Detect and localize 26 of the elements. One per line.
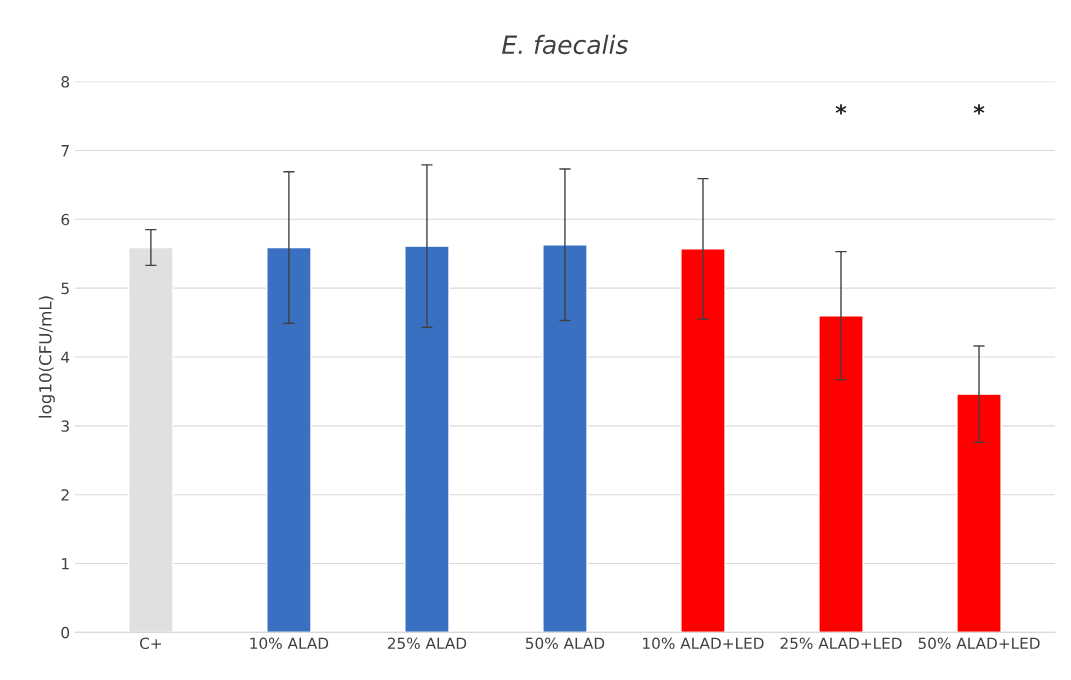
x-tick-label: 25% ALAD xyxy=(387,637,467,650)
y-tick-label: 0 xyxy=(61,626,70,639)
y-tick-label: 4 xyxy=(61,351,70,363)
annotation: * xyxy=(973,104,985,115)
y-tick-label: 2 xyxy=(61,489,69,501)
y-tick-label: 7 xyxy=(61,145,69,157)
bar xyxy=(266,246,312,633)
x-tick-label: 50% ALAD xyxy=(525,637,605,650)
y-axis-title: log10(CFU/mL) xyxy=(38,296,55,418)
y-tick-label: 6 xyxy=(61,213,70,226)
x-tick-label: 25% ALAD+LED xyxy=(780,637,902,650)
x-tick-label: C+ xyxy=(140,637,161,650)
annotation: * xyxy=(835,104,847,115)
bar xyxy=(818,314,864,633)
y-tick-label: 5 xyxy=(61,282,69,295)
y-tick-label: 3 xyxy=(61,420,69,432)
x-tick-label: 10% ALAD+LED xyxy=(643,637,764,650)
y-tick-label: 8 xyxy=(61,76,70,88)
x-tick-label: 10% ALAD xyxy=(250,637,329,650)
x-tick-label: 50% ALAD+LED xyxy=(918,637,1040,650)
bar xyxy=(956,393,1002,633)
bar xyxy=(542,244,588,633)
bar xyxy=(680,248,726,633)
chart-title: E. faecalis xyxy=(502,34,629,55)
y-tick-label: 1 xyxy=(62,558,69,570)
bar xyxy=(404,245,450,633)
